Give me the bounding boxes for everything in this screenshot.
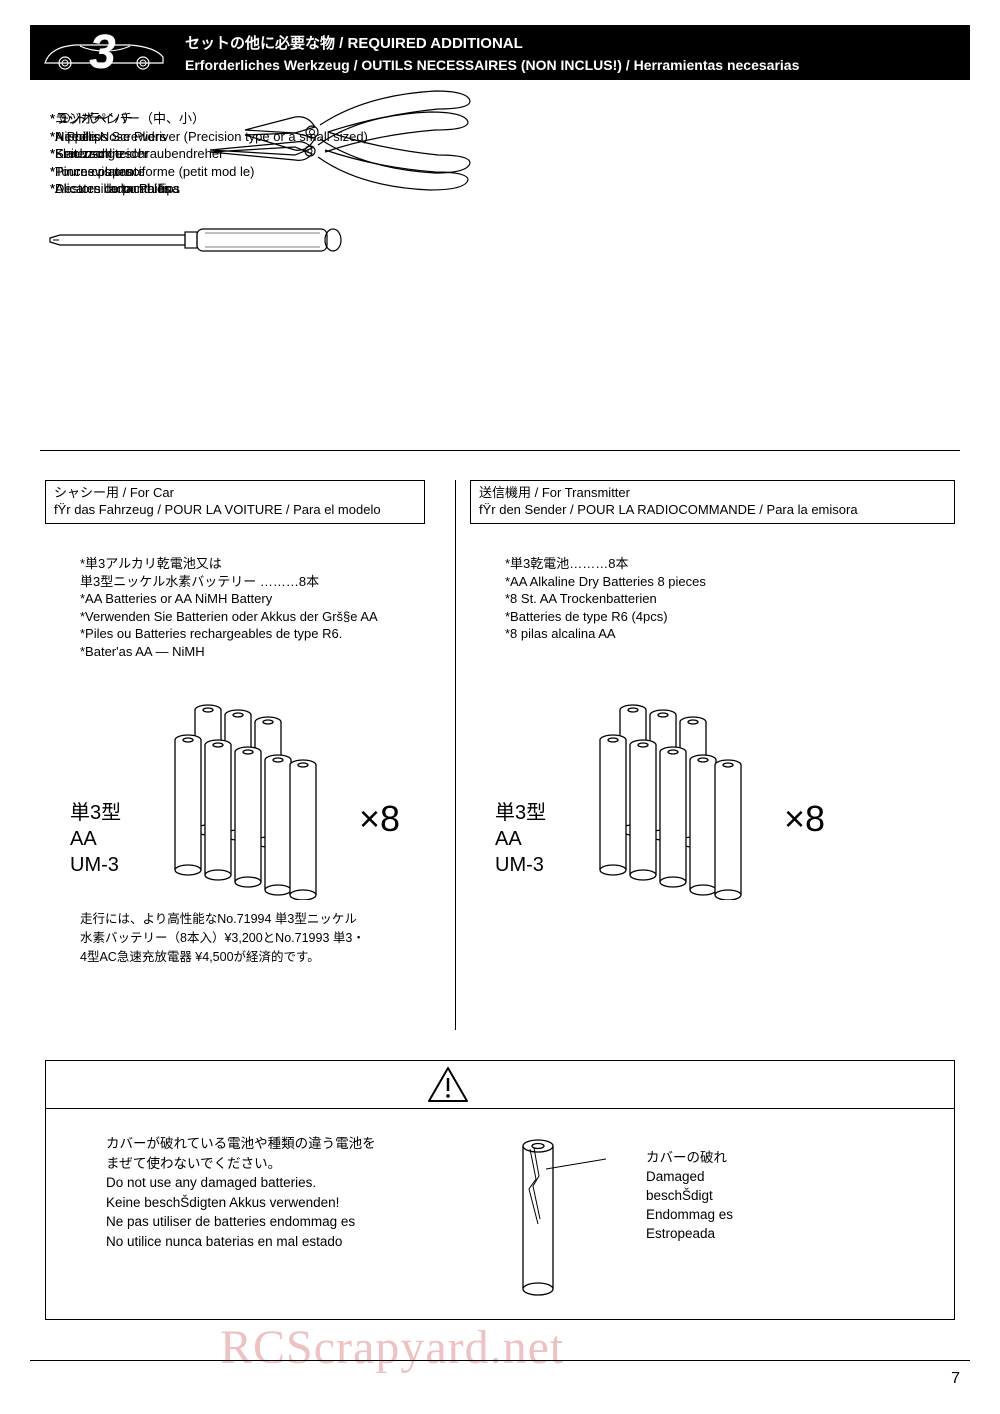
tx-title-jp: 送信機用: [479, 485, 531, 500]
vertical-divider: [455, 480, 456, 1030]
warning-box: カバーが破れている電池や種類の違う電池を まぜて使わないでください。 Do no…: [45, 1060, 955, 1320]
batteries-icon: [160, 700, 320, 900]
nippers-block: *ニッパー *Nippers *Seitenschneider *Pince c…: [50, 110, 500, 198]
footer-line: [30, 1360, 970, 1361]
tx-battery-section: *単3乾電池………8本 *AA Alkaline Dry Batteries 8…: [475, 555, 855, 910]
tx-bat-fr: *Batteries de type R6 (4pcs): [505, 608, 855, 626]
header-en: / REQUIRED ADDITIONAL: [335, 35, 523, 52]
header-de: Erforderliches Werkzeug: [185, 57, 350, 73]
step-number: 3: [89, 25, 116, 80]
car-bat-de: *Verwenden Sie Batterien oder Akkus der …: [80, 608, 430, 626]
car-bat-es: *Bater'as AA — NiMH: [80, 643, 430, 661]
damaged-labels: カバーの破れ Damaged beschŠdigt Endommag es Es…: [646, 1149, 733, 1243]
step-badge: 3: [30, 25, 175, 80]
tx-bat-type: 単3型 AA UM-3: [495, 800, 546, 878]
tx-title-en: / For Transmitter: [531, 485, 630, 500]
car-title-jp: シャシー用: [54, 485, 119, 500]
damaged-battery-icon: [496, 1134, 626, 1304]
car-bat-qty: ×8: [359, 795, 400, 844]
warning-icon: [426, 1065, 470, 1105]
car-battery-section: *単3アルカリ乾電池又は 単3型ニッケル水素バッテリー ………8本 *AA Ba…: [50, 555, 430, 910]
warning-header: [46, 1061, 954, 1109]
nippers-icon: [200, 75, 480, 195]
tx-section-box: 送信機用 / For Transmitter fŸr den Sender / …: [470, 480, 955, 524]
damaged-battery-figure: カバーの破れ Damaged beschŠdigt Endommag es Es…: [496, 1134, 924, 1309]
car-bat-fr: *Piles ou Batteries rechargeables de typ…: [80, 625, 430, 643]
car-bat-jp2: 単3型ニッケル水素バッテリー ………8本: [80, 573, 430, 591]
tx-sub: fŸr den Sender / POUR LA RADIOCOMMANDE /…: [479, 502, 858, 517]
car-sub: fŸr das Fahrzeug / POUR LA VOITURE / Par…: [54, 502, 381, 517]
car-bat-en: *AA Batteries or AA NiMH Battery: [80, 590, 430, 608]
horizontal-divider: [40, 450, 960, 451]
car-title-en: / For Car: [119, 485, 174, 500]
header-titles: セットの他に必要な物 / REQUIRED ADDITIONAL Erforde…: [175, 32, 970, 73]
tx-bat-en: *AA Alkaline Dry Batteries 8 pieces: [505, 573, 855, 591]
page-number: 7: [951, 1370, 960, 1388]
warning-text: カバーが破れている電池や種類の違う電池を まぜて使わないでください。 Do no…: [106, 1134, 496, 1309]
tx-bat-es: *8 pilas alcalina AA: [505, 625, 855, 643]
screwdriver-icon: [45, 215, 345, 265]
car-bat-jp1: *単3アルカリ乾電池又は: [80, 555, 430, 573]
jp-note: 走行には、より高性能なNo.71994 単3型ニッケル 水素バッテリー（8本入）…: [80, 910, 420, 966]
tx-bat-jp: *単3乾電池………8本: [505, 555, 855, 573]
section-header: 3 セットの他に必要な物 / REQUIRED ADDITIONAL Erfor…: [30, 25, 970, 80]
header-es: / Herramientas necesarias: [622, 57, 799, 73]
car-section-box: シャシー用 / For Car fŸr das Fahrzeug / POUR …: [45, 480, 425, 524]
tx-bat-de: *8 St. AA Trockenbatterien: [505, 590, 855, 608]
header-fr: / OUTILS NECESSAIRES (NON INCLUS!): [350, 57, 622, 73]
tools-section: * ⊕ ドライバー（中、小） *A Phillips Screwdriver (…: [50, 110, 950, 430]
header-jp: セットの他に必要な物: [185, 35, 335, 52]
batteries-icon: [585, 700, 745, 900]
watermark: RCScrapyard.net: [220, 1320, 564, 1375]
car-bat-type: 単3型 AA UM-3: [70, 800, 121, 878]
tx-bat-qty: ×8: [784, 795, 825, 844]
